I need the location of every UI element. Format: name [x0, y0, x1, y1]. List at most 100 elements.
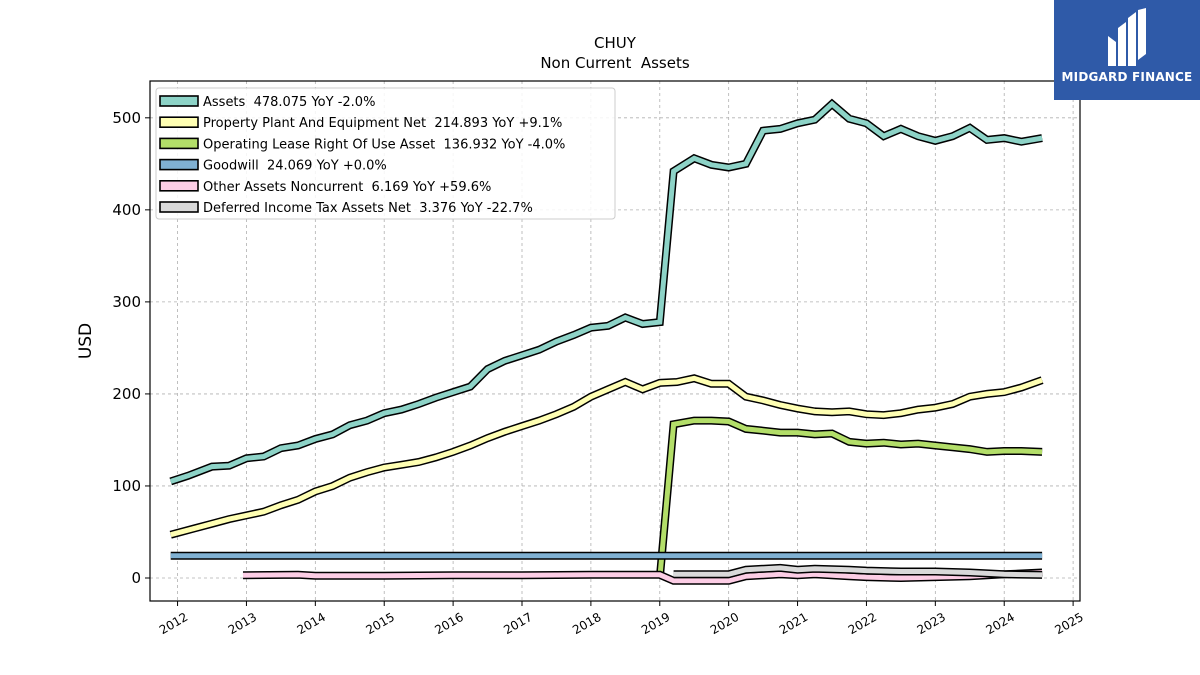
plot-series — [168, 98, 1045, 585]
data-point — [830, 431, 835, 436]
data-point — [795, 430, 800, 435]
data-point — [416, 402, 421, 407]
y-tick-label: 400 — [112, 201, 141, 219]
series-line — [170, 375, 1043, 538]
data-point — [812, 117, 817, 122]
x-tick-label: 2023 — [915, 610, 948, 637]
data-point — [382, 573, 387, 578]
legend-swatch — [159, 116, 199, 128]
data-point — [967, 125, 972, 130]
data-point — [950, 134, 955, 139]
legend-swatch — [159, 158, 199, 171]
data-point — [313, 437, 318, 442]
data-point — [640, 387, 645, 392]
data-point — [399, 462, 404, 467]
data-point — [313, 573, 318, 578]
data-point — [795, 406, 800, 411]
x-tick-label: 2022 — [846, 610, 879, 637]
data-point — [1002, 136, 1007, 141]
data-point — [726, 578, 731, 583]
x-tick-label: 2018 — [570, 610, 603, 637]
data-point — [743, 161, 748, 166]
legend-item: Goodwill 24.069 YoY +0.0% — [159, 158, 387, 174]
data-point — [778, 430, 783, 435]
legend-swatch — [159, 137, 199, 150]
data-point — [795, 567, 800, 572]
data-point — [1019, 448, 1024, 453]
series-operating-lease-right-of-use-asset — [655, 416, 1043, 579]
data-point — [657, 320, 662, 325]
y-axis: 0 100 200 300 400 500 — [112, 109, 150, 587]
x-axis: 2012 2013 2014 2015 2016 2017 2018 2019 2020 2021… — [157, 601, 1086, 637]
data-point — [692, 418, 697, 423]
data-point — [588, 394, 593, 399]
data-point — [537, 418, 542, 423]
data-point — [916, 441, 921, 446]
data-point — [416, 460, 421, 465]
legend-label: Other Assets Noncurrent 6.169 YoY +59.6% — [203, 180, 491, 195]
data-point — [898, 126, 903, 131]
series-line — [673, 565, 1043, 578]
series-property-plant-and-equipment-net — [168, 374, 1044, 539]
data-point — [1019, 385, 1024, 390]
x-tick-label: 2012 — [157, 610, 190, 637]
data-point — [864, 575, 869, 580]
data-point — [640, 321, 645, 326]
data-point — [571, 404, 576, 409]
series-line — [657, 418, 1043, 579]
data-point — [241, 573, 246, 578]
series-other-assets-noncurrent — [241, 568, 1043, 585]
brand-name: MIDGARD FINANCE — [1061, 70, 1193, 84]
data-point — [830, 410, 835, 415]
data-point — [950, 402, 955, 407]
data-point — [812, 432, 817, 437]
legend-label: Deferred Income Tax Assets Net 3.376 YoY… — [203, 201, 533, 216]
y-tick-label: 0 — [131, 569, 141, 587]
data-point — [1040, 553, 1045, 558]
data-point — [743, 567, 748, 572]
data-point — [967, 394, 972, 399]
data-point — [671, 422, 676, 427]
series-line — [242, 570, 1043, 584]
data-point — [709, 162, 714, 167]
data-point — [330, 483, 335, 488]
data-point — [692, 156, 697, 161]
data-point — [365, 470, 370, 475]
data-point — [261, 509, 266, 514]
chart-subtitle: Non Current Assets — [540, 54, 690, 72]
data-point — [761, 128, 766, 133]
data-point — [709, 381, 714, 386]
data-point — [847, 567, 852, 572]
data-point — [761, 428, 766, 433]
data-point — [1002, 448, 1007, 453]
data-point — [864, 568, 869, 573]
data-point — [671, 169, 676, 174]
data-point — [623, 315, 628, 320]
data-point — [985, 137, 990, 142]
data-point — [778, 572, 783, 577]
data-point — [296, 443, 301, 448]
data-point — [967, 447, 972, 452]
data-point — [933, 569, 938, 574]
data-point — [168, 532, 173, 537]
data-point — [1002, 390, 1007, 395]
data-point — [864, 412, 869, 417]
data-point — [485, 436, 490, 441]
data-point — [554, 412, 559, 417]
data-point — [847, 409, 852, 414]
data-point — [830, 102, 835, 107]
data-point — [623, 379, 628, 384]
data-point — [675, 379, 680, 384]
data-point — [726, 419, 731, 424]
data-point — [468, 443, 473, 448]
data-point — [210, 464, 215, 469]
legend-label: Property Plant And Equipment Net 214.893… — [203, 116, 562, 131]
data-point — [588, 572, 593, 577]
legend-swatch — [159, 180, 199, 192]
series-line — [169, 100, 1043, 484]
data-point — [192, 526, 197, 531]
data-point — [967, 570, 972, 575]
data-point — [864, 441, 869, 446]
data-point — [278, 446, 283, 451]
data-point — [433, 395, 438, 400]
